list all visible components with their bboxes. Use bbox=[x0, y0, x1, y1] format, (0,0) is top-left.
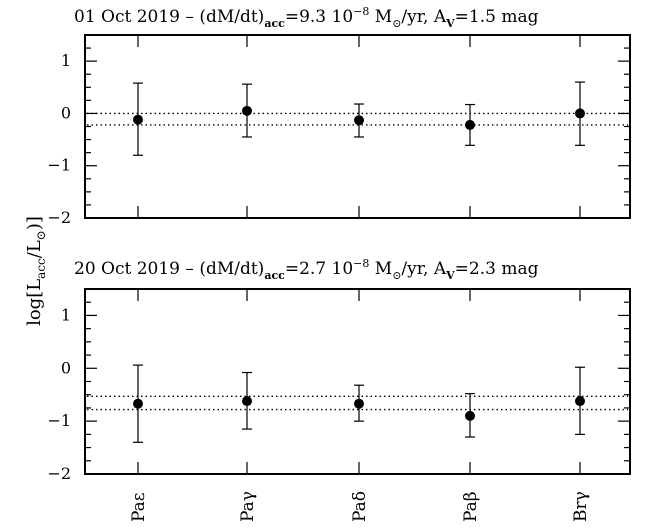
x-category-label: Paδ bbox=[350, 491, 370, 522]
y-tick-label: −1 bbox=[47, 411, 71, 430]
y-tick-label: 0 bbox=[61, 103, 71, 122]
panels: 1 0 −1 −2 1 0 −1 −2 bbox=[47, 34, 631, 483]
data-point bbox=[575, 108, 585, 119]
data-point bbox=[242, 105, 252, 116]
panel-2-title: 20 Oct 2019 – (dM/dt)acc=2.7 10−8 M⊙/yr,… bbox=[74, 257, 539, 282]
data-point bbox=[354, 398, 364, 409]
plot-frame bbox=[84, 288, 631, 475]
y-tick-label: 1 bbox=[61, 305, 71, 324]
x-category-label: Paβ bbox=[461, 491, 481, 522]
data-point bbox=[133, 398, 143, 409]
y-tick-label: −2 bbox=[47, 464, 71, 483]
data-point bbox=[465, 119, 475, 130]
panel-1: 1 0 −1 −2 bbox=[47, 34, 631, 227]
y-tick-label: −2 bbox=[47, 208, 71, 227]
y-tick-label: 1 bbox=[61, 51, 71, 70]
plot-frame bbox=[84, 34, 631, 219]
data-point bbox=[354, 115, 364, 126]
x-category-label: Paε bbox=[129, 492, 149, 522]
panel-2: 1 0 −1 −2 bbox=[47, 288, 631, 483]
data-point bbox=[242, 396, 252, 407]
x-category-label: Brγ bbox=[571, 491, 591, 522]
data-point bbox=[133, 114, 143, 125]
x-category-label: Paγ bbox=[238, 491, 258, 522]
y-tick-label: −1 bbox=[47, 156, 71, 175]
data-point bbox=[575, 396, 585, 407]
y-axis-label: log[Lacc/L⊙)] bbox=[24, 216, 48, 326]
data-point bbox=[465, 410, 475, 421]
panel-1-title: 01 Oct 2019 – (dM/dt)acc=9.3 10−8 M⊙/yr,… bbox=[74, 5, 539, 30]
y-tick-label: 0 bbox=[61, 358, 71, 377]
